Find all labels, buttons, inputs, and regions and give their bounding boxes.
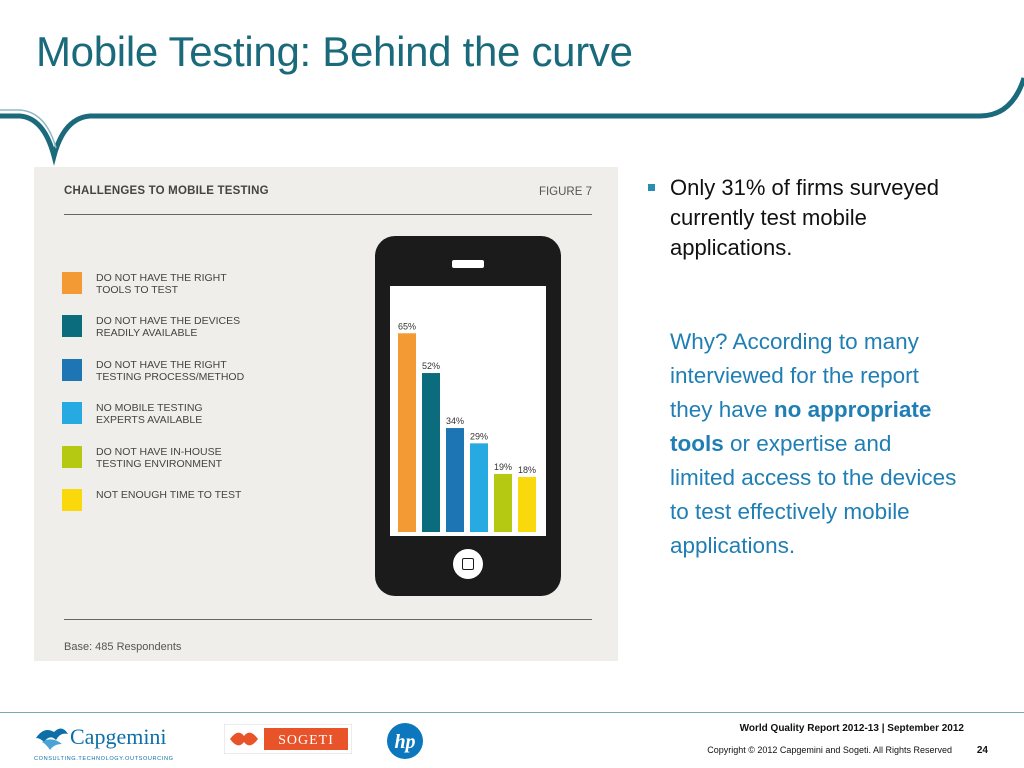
- legend-label: DO NOT HAVE THE DEVICES READILY AVAILABL…: [96, 315, 241, 339]
- bullet-item: Only 31% of firms surveyed currently tes…: [648, 173, 958, 263]
- bar-value-label: 19%: [494, 462, 512, 472]
- bar: [518, 476, 536, 532]
- footer-copyright: Copyright © 2012 Capgemini and Sogeti. A…: [707, 745, 952, 755]
- figure-number: FIGURE 7: [538, 186, 592, 198]
- bar-chart: 65% 52% 34% 29% 19% 18%: [398, 321, 536, 532]
- legend-item: NOT ENOUGH TIME TO TEST: [62, 489, 342, 519]
- figure-heading: CHALLENGES TO MOBILE TESTING: [64, 185, 269, 197]
- capgemini-tagline: CONSULTING.TECHNOLOGY.OUTSOURCING: [34, 756, 174, 762]
- bar: [470, 443, 488, 532]
- title-wave-decoration: [0, 77, 1024, 166]
- legend-swatch: [62, 272, 82, 294]
- legend-swatch: [62, 489, 82, 511]
- legend-label: DO NOT HAVE THE RIGHT TOOLS TO TEST: [96, 272, 227, 296]
- legend-label: DO NOT HAVE IN-HOUSE TESTING ENVIRONMENT: [96, 446, 223, 470]
- phone-speaker: [452, 260, 484, 268]
- phone-home-button: [453, 549, 483, 579]
- sogeti-logo: SOGETI: [224, 724, 352, 754]
- bar-value-label: 34%: [446, 416, 464, 426]
- page-number: 24: [976, 745, 988, 756]
- bar: [446, 428, 464, 532]
- bar-value-label: 18%: [518, 465, 536, 475]
- bar-value-label: 52%: [422, 361, 440, 371]
- legend-label: NOT ENOUGH TIME TO TEST: [96, 489, 242, 501]
- bar: [494, 473, 512, 532]
- figure-top-rule: [64, 214, 592, 215]
- legend-swatch: [62, 446, 82, 468]
- sogeti-name: SOGETI: [278, 733, 334, 748]
- phone-screen: 65% 52% 34% 29% 19% 18%: [390, 286, 546, 536]
- legend-item: DO NOT HAVE IN-HOUSE TESTING ENVIRONMENT: [62, 446, 342, 476]
- capgemini-name: Capgemini: [70, 724, 167, 749]
- why-text-end: or expertise and limited access to the d…: [670, 431, 957, 558]
- base-respondents-note: Base: 485 Respondents: [64, 641, 182, 653]
- hp-text: hp: [394, 731, 415, 753]
- legend-item: NO MOBILE TESTING EXPERTS AVAILABLE: [62, 402, 342, 432]
- slide-title: Mobile Testing: Behind the curve: [36, 28, 633, 75]
- footer-rule: [0, 712, 1024, 713]
- legend-label: NO MOBILE TESTING EXPERTS AVAILABLE: [96, 402, 203, 426]
- figure-panel: CHALLENGES TO MOBILE TESTING FIGURE 7 DO…: [34, 167, 618, 661]
- why-text-start: Why? According to many interviewed for t…: [670, 329, 919, 422]
- bullet-square-icon: [648, 184, 655, 191]
- home-square-icon: [462, 558, 474, 570]
- legend-item: DO NOT HAVE THE RIGHT TOOLS TO TEST: [62, 272, 342, 302]
- legend-swatch: [62, 315, 82, 337]
- footer-report-title: World Quality Report 2012-13 | September…: [739, 723, 964, 734]
- phone-illustration: 65% 52% 34% 29% 19% 18%: [375, 236, 561, 596]
- capgemini-logo: Capgemini CONSULTING.TECHNOLOGY.OUTSOURC…: [34, 724, 174, 762]
- legend-item: DO NOT HAVE THE DEVICES READILY AVAILABL…: [62, 315, 342, 345]
- bar: [398, 333, 416, 532]
- legend-swatch: [62, 402, 82, 424]
- legend-item: DO NOT HAVE THE RIGHT TESTING PROCESS/ME…: [62, 359, 342, 389]
- figure-bottom-rule: [64, 619, 592, 620]
- bar: [422, 373, 440, 532]
- legend-swatch: [62, 359, 82, 381]
- why-paragraph: Why? According to many interviewed for t…: [670, 325, 958, 563]
- hp-logo: hp: [387, 723, 423, 759]
- bar-value-label: 29%: [470, 431, 488, 441]
- bar-value-label: 65%: [398, 321, 416, 331]
- text-column: Only 31% of firms surveyed currently tes…: [648, 173, 958, 563]
- legend-label: DO NOT HAVE THE RIGHT TESTING PROCESS/ME…: [96, 359, 245, 383]
- why-text-bold: no appropriate tools: [670, 397, 932, 456]
- bullet-text: Only 31% of firms surveyed currently tes…: [670, 175, 939, 260]
